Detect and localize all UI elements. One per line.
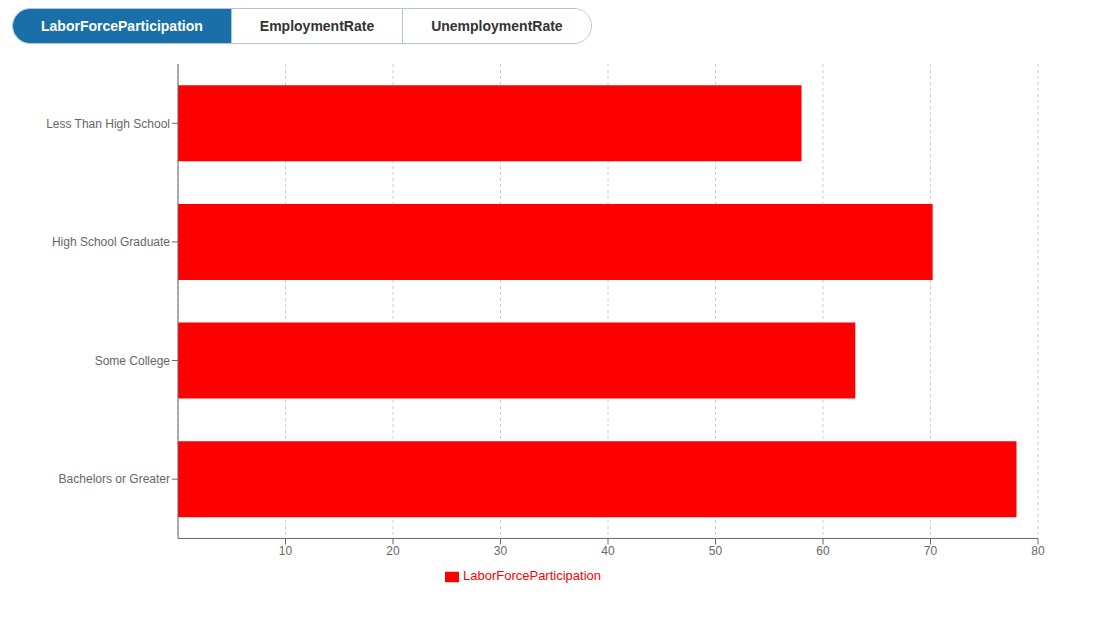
html-text:EmploymentRate: EmploymentRate [259,18,375,34]
svg-text:Some College: Some College [95,354,171,368]
svg-text:60: 60 [816,544,830,558]
html-text:LaborForceParticipation: LaborForceParticipation [41,18,203,34]
svg-text:30: 30 [494,544,508,558]
svg-text:80: 80 [1031,544,1045,558]
svg-text:Less Than High School: Less Than High School [46,117,170,131]
html-text:UnemploymentRate: UnemploymentRate [431,18,563,34]
svg-text:20: 20 [386,544,400,558]
svg-text:40: 40 [601,544,615,558]
html-text:LaborForceParticipation: LaborForceParticipation [463,568,601,584]
svg-text:70: 70 [924,544,938,558]
svg-text:High School Graduate: High School Graduate [52,235,170,249]
svg-text:50: 50 [709,544,723,558]
svg-text:10: 10 [279,544,293,558]
svg-text:Bachelors or Greater: Bachelors or Greater [59,472,170,486]
